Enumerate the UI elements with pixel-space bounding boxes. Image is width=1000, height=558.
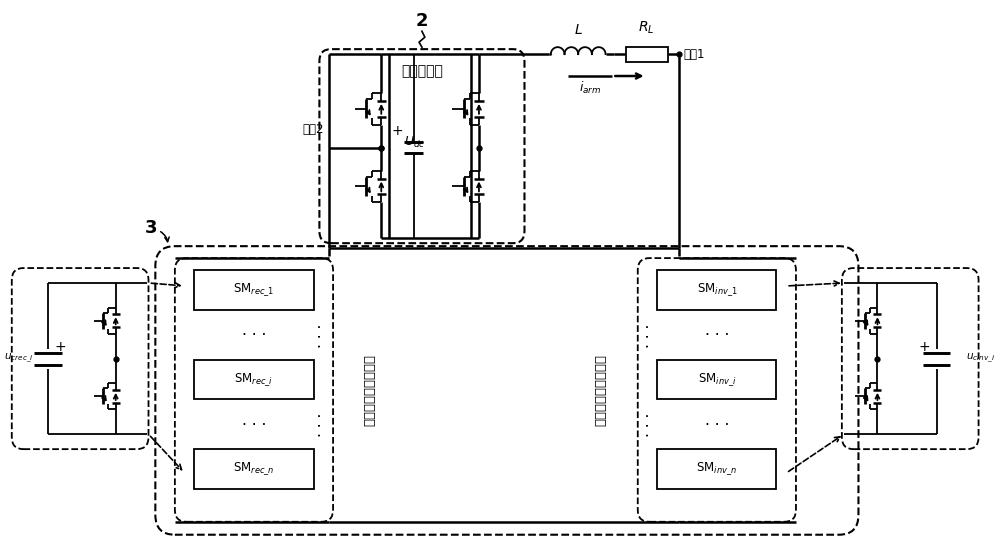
Text: 电流发生器: 电流发生器: [401, 64, 443, 78]
Bar: [657, 359, 776, 400]
Text: · · ·: · · ·: [705, 418, 729, 433]
Text: 整流型待测子模块组: 整流型待测子模块组: [364, 354, 377, 426]
Bar: [194, 449, 314, 489]
Text: $R_L$: $R_L$: [638, 20, 655, 36]
Bar: [194, 270, 314, 310]
Text: · · ·: · · ·: [242, 418, 266, 433]
Text: +: +: [391, 124, 403, 138]
Text: +: +: [918, 340, 930, 354]
Bar: [194, 359, 314, 400]
Text: SM$_{inv\_1}$: SM$_{inv\_1}$: [697, 282, 737, 299]
Text: SM$_{rec\_i}$: SM$_{rec\_i}$: [234, 371, 273, 388]
Text: · · ·: · · ·: [314, 413, 329, 437]
Text: $u_{cinv\_i}$: $u_{cinv\_i}$: [966, 352, 995, 365]
Text: $i_{arm}$: $i_{arm}$: [579, 80, 601, 96]
Text: 节点1: 节点1: [684, 47, 705, 61]
Text: · · ·: · · ·: [705, 328, 729, 343]
Text: SM$_{rec\_n}$: SM$_{rec\_n}$: [233, 461, 275, 478]
Text: · · ·: · · ·: [242, 328, 266, 343]
Text: +: +: [55, 340, 66, 354]
Text: 逆变型待测子模块组: 逆变型待测子模块组: [594, 354, 607, 426]
Text: 2: 2: [416, 12, 428, 30]
Text: 节点2: 节点2: [303, 123, 324, 136]
Text: · · ·: · · ·: [642, 324, 657, 348]
Bar: [657, 270, 776, 310]
Bar: [657, 449, 776, 489]
Text: SM$_{inv\_n}$: SM$_{inv\_n}$: [696, 461, 737, 478]
Text: · · ·: · · ·: [314, 324, 329, 348]
Text: $u_{crec\_i}$: $u_{crec\_i}$: [4, 352, 33, 365]
Text: · · ·: · · ·: [642, 413, 657, 437]
Bar: [626, 47, 668, 61]
Text: SM$_{rec\_1}$: SM$_{rec\_1}$: [233, 282, 275, 299]
Text: $L$: $L$: [574, 23, 583, 37]
Text: $U_{dc}$: $U_{dc}$: [404, 135, 425, 150]
Text: SM$_{inv\_i}$: SM$_{inv\_i}$: [698, 371, 736, 388]
Text: 3: 3: [145, 219, 158, 237]
